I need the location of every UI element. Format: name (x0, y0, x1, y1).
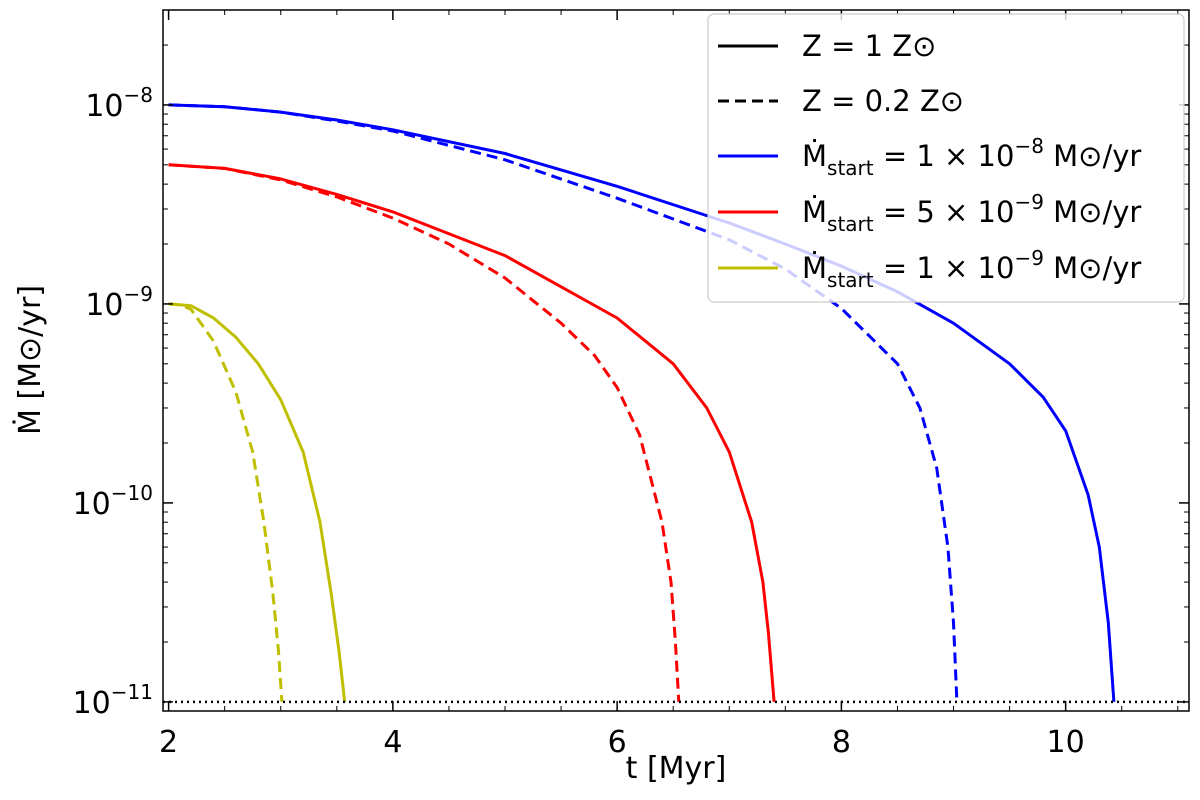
y-axis-title: Ṁ [M⊙/yr] (12, 285, 48, 435)
legend-label-4: Ṁstart = 5 × 10−9 M⊙/yr (802, 190, 1141, 236)
legend-box (707, 13, 1185, 303)
legend-label-2: Z = 0.2 Z⊙ (802, 84, 964, 118)
legend-label-5: Ṁstart = 1 × 10−9 M⊙/yr (802, 246, 1141, 292)
x-tick-label: 2 (159, 725, 178, 760)
x-tick-label: 10 (1047, 725, 1085, 760)
y-tick-label: 10−11 (73, 680, 153, 721)
legend-label-3: Ṁstart = 1 × 10−8 M⊙/yr (802, 134, 1141, 180)
legend-label-1: Z = 1 Z⊙ (802, 29, 936, 63)
x-axis-title: t [Myr] (626, 751, 727, 786)
y-tick-label: 10−10 (73, 481, 153, 522)
series-line-4 (168, 163, 681, 702)
x-tick-label: 4 (383, 725, 402, 760)
y-tick-label: 10−8 (85, 83, 153, 124)
y-tick-label: 10−9 (85, 282, 153, 323)
series-line-2 (168, 103, 959, 702)
plot-frame (162, 9, 1190, 712)
legend: Z = 1 Z⊙ Z = 0.2 Z⊙ Ṁstart = 1 × 10−8 M⊙/y… (707, 13, 1185, 303)
series-line-5 (168, 302, 347, 703)
x-tick-label: 8 (832, 725, 851, 760)
series-line-6 (168, 302, 284, 703)
ticks-layer: 2 4 6 8 10 10−8 10−9 10−10 10−11 (73, 10, 1189, 760)
x-tick-label: 6 (608, 725, 627, 760)
